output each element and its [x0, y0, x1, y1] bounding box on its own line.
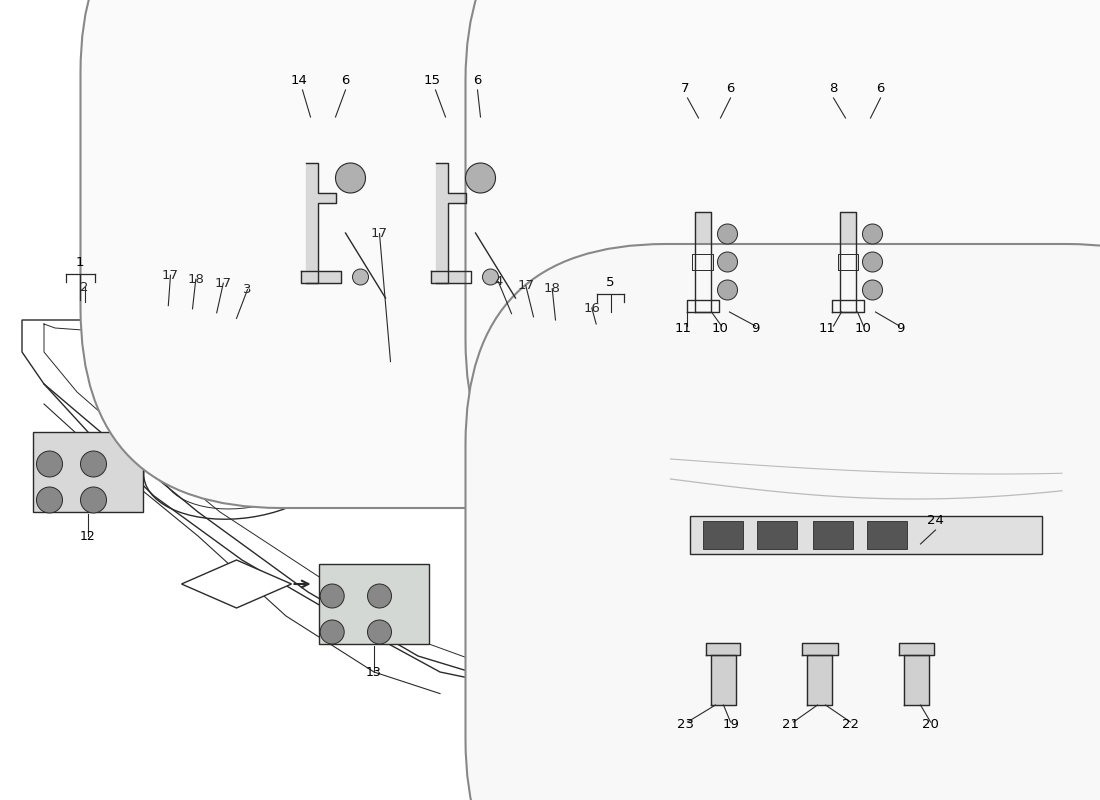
Text: 17: 17 [517, 279, 535, 292]
Bar [758, 521, 798, 549]
Text: 6: 6 [877, 82, 884, 95]
Text: 15: 15 [424, 74, 441, 87]
Bar [319, 564, 429, 644]
Polygon shape [688, 300, 718, 312]
Text: 10: 10 [855, 322, 872, 335]
Circle shape [80, 487, 107, 513]
Text: 3: 3 [243, 283, 252, 296]
Polygon shape [430, 271, 471, 283]
Polygon shape [899, 643, 934, 655]
Text: 9: 9 [896, 322, 904, 335]
Polygon shape [705, 643, 740, 655]
Circle shape [717, 280, 737, 300]
Circle shape [320, 584, 344, 608]
Circle shape [336, 163, 365, 193]
Circle shape [367, 584, 392, 608]
Circle shape [403, 316, 411, 324]
Text: 6: 6 [341, 74, 350, 87]
Polygon shape [807, 655, 833, 705]
Text: 7: 7 [681, 82, 690, 95]
Text: 16: 16 [583, 302, 601, 314]
Circle shape [862, 252, 882, 272]
Text: 17: 17 [162, 269, 179, 282]
Bar [703, 521, 742, 549]
Polygon shape [638, 338, 671, 350]
Polygon shape [306, 163, 336, 283]
Text: eurobEcs: eurobEcs [583, 170, 917, 390]
Text: a passion for quality since 1985: a passion for quality since 1985 [419, 474, 681, 626]
Text: 13: 13 [366, 666, 382, 679]
Text: 1: 1 [76, 256, 85, 269]
Text: 2: 2 [80, 281, 89, 294]
Text: 22: 22 [842, 718, 859, 731]
Text: 18: 18 [543, 282, 561, 295]
Text: 14: 14 [290, 74, 307, 87]
FancyBboxPatch shape [465, 0, 1100, 540]
Circle shape [315, 316, 323, 324]
Text: 9: 9 [751, 322, 760, 335]
Polygon shape [539, 400, 627, 448]
Circle shape [352, 269, 368, 285]
Circle shape [717, 224, 737, 244]
Polygon shape [300, 271, 341, 283]
Circle shape [568, 415, 576, 425]
Polygon shape [695, 212, 711, 312]
Circle shape [36, 451, 63, 477]
Text: 24: 24 [927, 514, 944, 527]
Text: 20: 20 [922, 718, 939, 731]
Circle shape [480, 316, 488, 324]
Bar [33, 432, 143, 512]
Circle shape [862, 224, 882, 244]
Circle shape [384, 361, 397, 375]
Text: 6: 6 [726, 82, 735, 95]
Text: 12: 12 [80, 530, 96, 543]
Bar [813, 521, 852, 549]
Circle shape [590, 430, 598, 439]
Polygon shape [803, 643, 837, 655]
Circle shape [367, 620, 392, 644]
Polygon shape [903, 655, 928, 705]
Circle shape [320, 620, 344, 644]
Circle shape [483, 269, 498, 285]
Text: 17: 17 [371, 227, 388, 240]
Polygon shape [182, 560, 292, 608]
Circle shape [80, 451, 107, 477]
Circle shape [590, 415, 598, 425]
Text: 10: 10 [712, 322, 729, 335]
Polygon shape [436, 163, 465, 283]
Text: 11: 11 [820, 322, 836, 335]
Text: 11: 11 [675, 322, 692, 335]
Text: 8: 8 [829, 82, 838, 95]
Bar [868, 521, 908, 549]
Text: 21: 21 [782, 718, 799, 731]
FancyBboxPatch shape [465, 244, 1100, 800]
Text: 18: 18 [187, 273, 205, 286]
Circle shape [465, 163, 495, 193]
Text: 5: 5 [606, 275, 615, 289]
Text: 6: 6 [473, 74, 482, 87]
Circle shape [36, 487, 63, 513]
Polygon shape [711, 655, 736, 705]
FancyBboxPatch shape [80, 0, 767, 508]
Text: 4: 4 [494, 275, 503, 288]
Circle shape [862, 280, 882, 300]
Bar [691, 516, 1042, 554]
Polygon shape [840, 212, 856, 312]
Circle shape [717, 252, 737, 272]
Text: 23: 23 [676, 718, 694, 731]
Text: 17: 17 [214, 277, 232, 290]
Polygon shape [833, 300, 864, 312]
Polygon shape [198, 314, 638, 338]
Text: 19: 19 [722, 718, 739, 731]
Circle shape [238, 316, 246, 324]
Circle shape [568, 430, 576, 439]
